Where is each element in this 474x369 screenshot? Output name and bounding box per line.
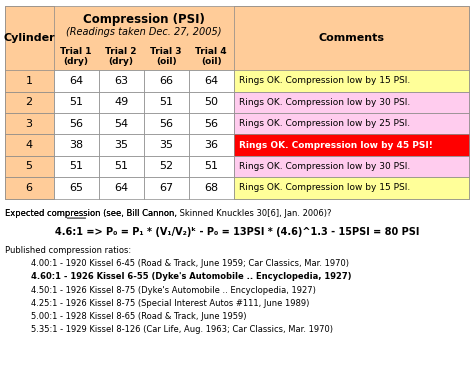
Text: 51: 51 [69, 97, 83, 107]
FancyBboxPatch shape [5, 113, 54, 134]
Text: 49: 49 [114, 97, 128, 107]
FancyBboxPatch shape [99, 177, 144, 199]
Text: 52: 52 [159, 161, 173, 172]
FancyBboxPatch shape [234, 92, 469, 113]
FancyBboxPatch shape [234, 134, 469, 156]
FancyBboxPatch shape [5, 134, 54, 156]
FancyBboxPatch shape [54, 70, 99, 92]
FancyBboxPatch shape [5, 177, 54, 199]
Text: 56: 56 [204, 118, 218, 129]
Text: 1: 1 [26, 76, 33, 86]
FancyBboxPatch shape [99, 134, 144, 156]
Text: 5: 5 [26, 161, 33, 172]
FancyBboxPatch shape [99, 156, 144, 177]
Text: 5.00:1 - 1928 Kissel 8-65 (Road & Track, June 1959): 5.00:1 - 1928 Kissel 8-65 (Road & Track,… [31, 312, 246, 321]
Text: 68: 68 [204, 183, 219, 193]
Text: Expected compression (see, Bill Cannon,: Expected compression (see, Bill Cannon, [5, 209, 179, 218]
Text: 63: 63 [114, 76, 128, 86]
Text: Rings OK. Compression low by 30 PSI.: Rings OK. Compression low by 30 PSI. [239, 98, 410, 107]
FancyBboxPatch shape [5, 92, 54, 113]
Text: Cylinder: Cylinder [3, 33, 55, 43]
Text: 4.50:1 - 1926 Kissel 8-75 (Dyke's Automobile .. Encyclopedia, 1927): 4.50:1 - 1926 Kissel 8-75 (Dyke's Automo… [31, 286, 316, 294]
FancyBboxPatch shape [54, 113, 99, 134]
FancyBboxPatch shape [144, 113, 189, 134]
Text: 36: 36 [204, 140, 218, 150]
FancyBboxPatch shape [5, 156, 54, 177]
FancyBboxPatch shape [189, 70, 234, 92]
Text: Rings OK. Compression low by 15 PSI.: Rings OK. Compression low by 15 PSI. [239, 183, 410, 192]
FancyBboxPatch shape [189, 134, 234, 156]
Text: 4.25:1 - 1926 Kissel 8-75 (Special Interest Autos #111, June 1989): 4.25:1 - 1926 Kissel 8-75 (Special Inter… [31, 299, 309, 308]
FancyBboxPatch shape [99, 92, 144, 113]
FancyBboxPatch shape [5, 6, 469, 70]
FancyBboxPatch shape [234, 177, 469, 199]
Text: 65: 65 [69, 183, 83, 193]
FancyBboxPatch shape [99, 70, 144, 92]
FancyBboxPatch shape [5, 6, 54, 199]
Text: 2: 2 [26, 97, 33, 107]
Text: 66: 66 [159, 76, 173, 86]
FancyBboxPatch shape [144, 92, 189, 113]
FancyBboxPatch shape [54, 92, 99, 113]
FancyBboxPatch shape [189, 177, 234, 199]
Text: 4: 4 [26, 140, 33, 150]
Text: 54: 54 [114, 118, 128, 129]
FancyBboxPatch shape [144, 134, 189, 156]
FancyBboxPatch shape [234, 6, 469, 199]
Text: 64: 64 [204, 76, 219, 86]
FancyBboxPatch shape [189, 92, 234, 113]
FancyBboxPatch shape [234, 70, 469, 92]
Text: 50: 50 [204, 97, 218, 107]
Text: (Readings taken Dec. 27, 2005): (Readings taken Dec. 27, 2005) [66, 27, 221, 38]
Text: 64: 64 [114, 183, 128, 193]
FancyBboxPatch shape [189, 113, 234, 134]
Text: 56: 56 [159, 118, 173, 129]
FancyBboxPatch shape [5, 70, 54, 92]
Text: 51: 51 [69, 161, 83, 172]
FancyBboxPatch shape [234, 156, 469, 177]
Text: Rings OK. Compression low by 25 PSI.: Rings OK. Compression low by 25 PSI. [239, 119, 410, 128]
Text: 3: 3 [26, 118, 33, 129]
Text: Expected compression (see, Bill Cannon, Skinned Knuckles 30[6], Jan. 2006)?: Expected compression (see, Bill Cannon, … [5, 209, 331, 218]
Text: Trial 2
(dry): Trial 2 (dry) [105, 46, 137, 66]
Text: 51: 51 [159, 97, 173, 107]
FancyBboxPatch shape [189, 156, 234, 177]
FancyBboxPatch shape [144, 156, 189, 177]
FancyBboxPatch shape [234, 113, 469, 134]
Text: 5.35:1 - 1929 Kissel 8-126 (Car Life, Aug. 1963; Car Classics, Mar. 1970): 5.35:1 - 1929 Kissel 8-126 (Car Life, Au… [31, 325, 333, 334]
Text: 51: 51 [204, 161, 218, 172]
FancyBboxPatch shape [144, 70, 189, 92]
Text: Rings OK. Compression low by 15 PSI.: Rings OK. Compression low by 15 PSI. [239, 76, 410, 85]
FancyBboxPatch shape [144, 177, 189, 199]
Text: Trial 3
(oil): Trial 3 (oil) [150, 46, 182, 66]
Text: Trial 4
(oil): Trial 4 (oil) [195, 46, 227, 66]
Text: Comments: Comments [319, 33, 384, 43]
FancyBboxPatch shape [54, 134, 99, 156]
FancyBboxPatch shape [54, 177, 99, 199]
Text: Rings OK. Compression low by 45 PSI!: Rings OK. Compression low by 45 PSI! [239, 141, 433, 149]
Text: 64: 64 [69, 76, 83, 86]
Text: 67: 67 [159, 183, 173, 193]
Text: Rings OK. Compression low by 30 PSI.: Rings OK. Compression low by 30 PSI. [239, 162, 410, 171]
FancyBboxPatch shape [99, 113, 144, 134]
Text: 6: 6 [26, 183, 33, 193]
Text: Compression (PSI): Compression (PSI) [82, 13, 205, 26]
Text: 35: 35 [114, 140, 128, 150]
Text: Trial 1
(dry): Trial 1 (dry) [60, 46, 92, 66]
Text: 35: 35 [159, 140, 173, 150]
Text: 4.6:1 => P₀ = P₁ * (V₁/V₂)ᵏ - P₀ = 13PSI * (4.6)^1.3 - 15PSI = 80 PSI: 4.6:1 => P₀ = P₁ * (V₁/V₂)ᵏ - P₀ = 13PSI… [55, 227, 419, 237]
FancyBboxPatch shape [54, 156, 99, 177]
Text: 4.60:1 - 1926 Kissel 6-55 (Dyke's Automobile .. Encyclopedia, 1927): 4.60:1 - 1926 Kissel 6-55 (Dyke's Automo… [31, 272, 351, 281]
Text: 51: 51 [114, 161, 128, 172]
Text: 56: 56 [69, 118, 83, 129]
Text: Published compression ratios:: Published compression ratios: [5, 246, 131, 255]
Text: 4.00:1 - 1920 Kissel 6-45 (Road & Track, June 1959; Car Classics, Mar. 1970): 4.00:1 - 1920 Kissel 6-45 (Road & Track,… [31, 259, 349, 268]
Text: 38: 38 [69, 140, 83, 150]
